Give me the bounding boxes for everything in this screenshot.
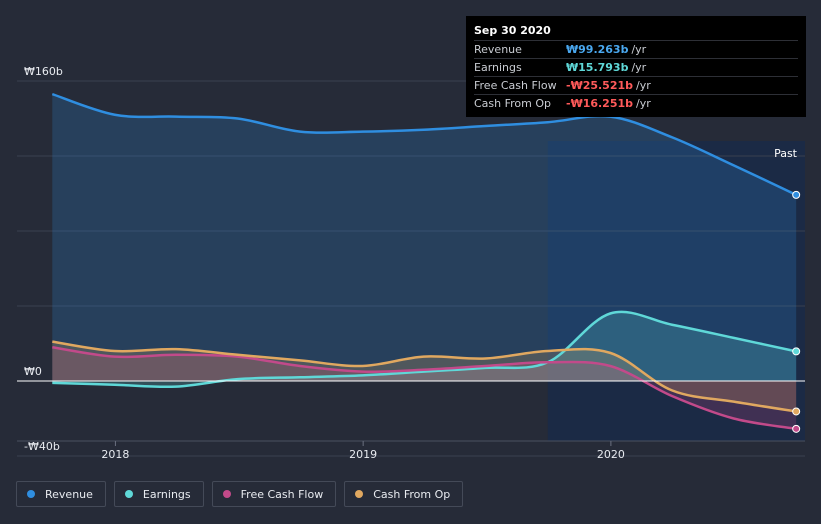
cash-from-op-area bbox=[52, 341, 797, 412]
y-axis: ₩160b ₩0 -₩40b bbox=[24, 65, 63, 453]
legend-label: Revenue bbox=[45, 487, 93, 501]
tooltip-row-revenue: Revenue ₩99.263b /yr bbox=[474, 40, 798, 58]
free-cash-flow-area bbox=[52, 347, 797, 429]
tooltip-date: Sep 30 2020 bbox=[474, 24, 551, 37]
tooltip-label: Earnings bbox=[474, 61, 522, 74]
legend-item-revenue[interactable]: Revenue bbox=[16, 481, 106, 507]
series-end-points bbox=[792, 190, 801, 433]
tooltip: Sep 30 2020 Revenue ₩99.263b /yr Earning… bbox=[466, 16, 806, 117]
tooltip-label: Revenue bbox=[474, 43, 522, 56]
tooltip-row-earnings: Earnings ₩15.793b /yr bbox=[474, 58, 798, 76]
tooltip-label: Free Cash Flow bbox=[474, 79, 557, 92]
free-cash-flow-end-point bbox=[792, 424, 801, 433]
tooltip-row-cash-from-op: Cash From Op -₩16.251b /yr bbox=[474, 94, 798, 112]
tooltip-unit: /yr bbox=[631, 61, 647, 74]
tooltip-value: -₩25.521b bbox=[566, 79, 634, 92]
tooltip-row-free-cash-flow: Free Cash Flow -₩25.521b /yr bbox=[474, 76, 798, 94]
tooltip-value: -₩16.251b bbox=[566, 97, 634, 110]
legend-dot-icon bbox=[124, 490, 133, 498]
tooltip-unit: /yr bbox=[636, 97, 651, 110]
legend-dot-icon bbox=[27, 490, 35, 498]
x-axis: 2018 2019 2020 bbox=[101, 441, 625, 461]
legend-item-earnings[interactable]: Earnings bbox=[113, 481, 204, 507]
legend-item-cash-from-op[interactable]: Cash From Op bbox=[344, 481, 464, 507]
legend-item-free-cash-flow[interactable]: Free Cash Flow bbox=[211, 481, 337, 507]
x-tick-label: 2018 bbox=[101, 448, 129, 461]
y-tick-label: ₩160b bbox=[24, 65, 63, 78]
tooltip-value: ₩15.793b bbox=[566, 61, 629, 74]
earnings-end-point bbox=[792, 347, 801, 356]
revenue-line bbox=[51, 92, 797, 197]
y-tick-label: ₩0 bbox=[24, 365, 42, 378]
past-label: Past bbox=[774, 147, 798, 160]
series-lines bbox=[17, 92, 805, 431]
cash-from-op-line bbox=[52, 340, 797, 413]
legend-label: Cash From Op bbox=[373, 487, 451, 501]
series-areas bbox=[52, 94, 797, 429]
x-tick-label: 2020 bbox=[597, 448, 625, 461]
free-cash-flow-line bbox=[52, 346, 797, 431]
revenue-end-point bbox=[792, 190, 801, 199]
cash-from-op-end-point bbox=[792, 407, 801, 416]
tooltip-unit: /yr bbox=[636, 79, 651, 92]
tooltip-unit: /yr bbox=[631, 43, 647, 56]
legend-dot-icon bbox=[222, 490, 231, 498]
y-tick-label: -₩40b bbox=[24, 440, 60, 453]
tooltip-label: Cash From Op bbox=[474, 97, 552, 110]
earnings-area bbox=[52, 311, 797, 387]
earnings-line bbox=[52, 310, 797, 389]
legend-label: Free Cash Flow bbox=[240, 487, 324, 501]
legend: Revenue Earnings Free Cash Flow Cash Fro… bbox=[16, 481, 464, 509]
legend-label: Earnings bbox=[142, 487, 191, 501]
tooltip-value: ₩99.263b bbox=[566, 43, 629, 56]
legend-dot-icon bbox=[355, 490, 364, 498]
revenue-area bbox=[52, 94, 797, 381]
x-tick-label: 2019 bbox=[349, 448, 377, 461]
